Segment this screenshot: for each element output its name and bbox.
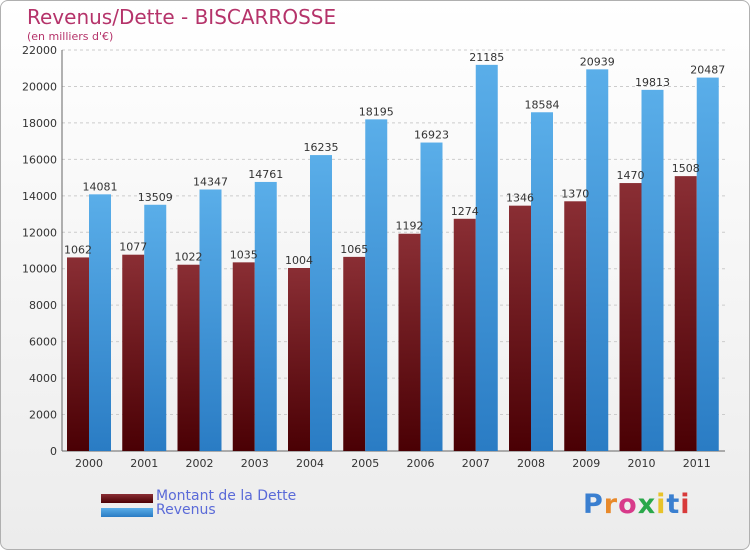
bar-revenus: [310, 155, 332, 451]
x-tick-label: 2004: [296, 457, 324, 470]
data-label: 1004: [285, 254, 313, 267]
bar-dette: [288, 267, 310, 451]
bar-revenus: [641, 89, 664, 452]
bar-dette: [509, 205, 531, 451]
chart-subtitle: (en milliers d'€): [27, 30, 114, 43]
proxiti-logo: Proxiti: [583, 489, 691, 520]
x-tick-label: 2003: [241, 457, 269, 470]
bar-dette: [453, 218, 476, 451]
x-tick-label: 2008: [517, 457, 545, 470]
bar-dette: [67, 257, 89, 451]
data-label: 1470: [617, 169, 645, 182]
data-label: 19813: [635, 76, 670, 89]
data-label: 1077: [119, 241, 147, 254]
bar-dette: [177, 264, 200, 451]
y-tick-label: 20000: [22, 80, 57, 93]
data-label: 16235: [304, 141, 339, 154]
data-label: 1508: [672, 162, 700, 175]
bar-dette: [674, 176, 697, 451]
y-tick-label: 14000: [22, 190, 57, 203]
legend-swatch-dette: [101, 494, 153, 503]
data-label: 16923: [414, 129, 449, 142]
bar-revenus: [696, 77, 719, 451]
data-label: 1062: [64, 243, 92, 256]
bar-dette: [564, 201, 587, 451]
data-label: 1346: [506, 192, 534, 205]
data-label: 1370: [561, 187, 589, 200]
data-label: 14081: [83, 180, 118, 193]
bar-dette: [122, 254, 145, 451]
bar-revenus: [531, 112, 553, 451]
bar-dette: [619, 183, 642, 452]
data-label: 14761: [248, 168, 283, 181]
y-tick-label: 22000: [22, 44, 57, 57]
bar-revenus: [420, 142, 443, 452]
data-label: 1022: [175, 251, 203, 264]
data-label: 14347: [193, 175, 228, 188]
y-tick-label: 8000: [29, 299, 57, 312]
bar-revenus: [89, 194, 111, 451]
bar-revenus: [144, 204, 167, 451]
data-label: 1065: [340, 243, 368, 256]
legend-swatch-revenus: [101, 508, 153, 517]
bar-revenus: [475, 64, 498, 451]
data-label: 18584: [525, 98, 560, 111]
data-label: 20487: [690, 64, 725, 77]
bar-dette: [232, 262, 255, 451]
data-label: 1192: [396, 220, 424, 233]
y-tick-label: 18000: [22, 117, 57, 130]
chart-title: Revenus/Dette - BISCARROSSE: [27, 5, 337, 29]
y-tick-label: 12000: [22, 226, 57, 239]
x-tick-label: 2007: [462, 457, 490, 470]
bar-revenus: [586, 69, 609, 451]
data-label: 13509: [138, 191, 173, 204]
x-tick-label: 2010: [628, 457, 656, 470]
bar-revenus: [199, 189, 222, 451]
y-tick-label: 2000: [29, 409, 57, 422]
x-tick-label: 2001: [130, 457, 158, 470]
data-label: 18195: [359, 105, 394, 118]
x-tick-label: 2011: [683, 457, 711, 470]
legend-label-dette: Montant de la Dette: [156, 488, 297, 504]
data-label: 1274: [451, 205, 479, 218]
x-tick-label: 2002: [186, 457, 214, 470]
legend-label-revenus: Revenus: [156, 502, 216, 518]
y-tick-label: 10000: [22, 263, 57, 276]
x-tick-label: 2009: [572, 457, 600, 470]
x-tick-label: 2005: [351, 457, 379, 470]
y-tick-label: 6000: [29, 336, 57, 349]
data-label: 1035: [230, 248, 258, 261]
x-tick-label: 2006: [407, 457, 435, 470]
x-tick-label: 2000: [75, 457, 103, 470]
data-label: 20939: [580, 55, 615, 68]
bar-revenus: [365, 119, 388, 452]
data-label: 21185: [469, 51, 504, 64]
bar-revenus: [254, 181, 277, 452]
y-tick-label: 4000: [29, 372, 57, 385]
y-tick-label: 0: [50, 445, 57, 458]
y-tick-label: 16000: [22, 153, 57, 166]
bar-dette: [343, 256, 366, 451]
bar-dette: [398, 233, 421, 451]
